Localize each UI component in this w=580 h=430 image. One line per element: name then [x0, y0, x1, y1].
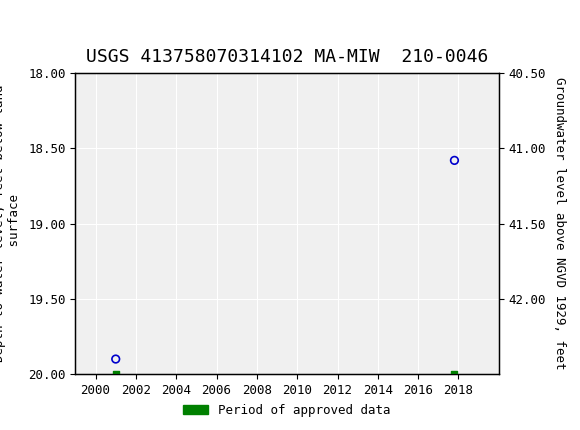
Title: USGS 413758070314102 MA-MIW  210-0046: USGS 413758070314102 MA-MIW 210-0046 — [86, 48, 488, 66]
Text: ▒USGS: ▒USGS — [12, 15, 70, 37]
Point — [111, 356, 121, 362]
Legend: Period of approved data: Period of approved data — [179, 399, 396, 422]
Point — [450, 371, 459, 378]
Point — [111, 371, 121, 378]
Point — [450, 157, 459, 164]
Y-axis label: Depth to water level, feet below land
 surface: Depth to water level, feet below land su… — [0, 85, 21, 362]
Y-axis label: Groundwater level above NGVD 1929, feet: Groundwater level above NGVD 1929, feet — [553, 77, 566, 370]
